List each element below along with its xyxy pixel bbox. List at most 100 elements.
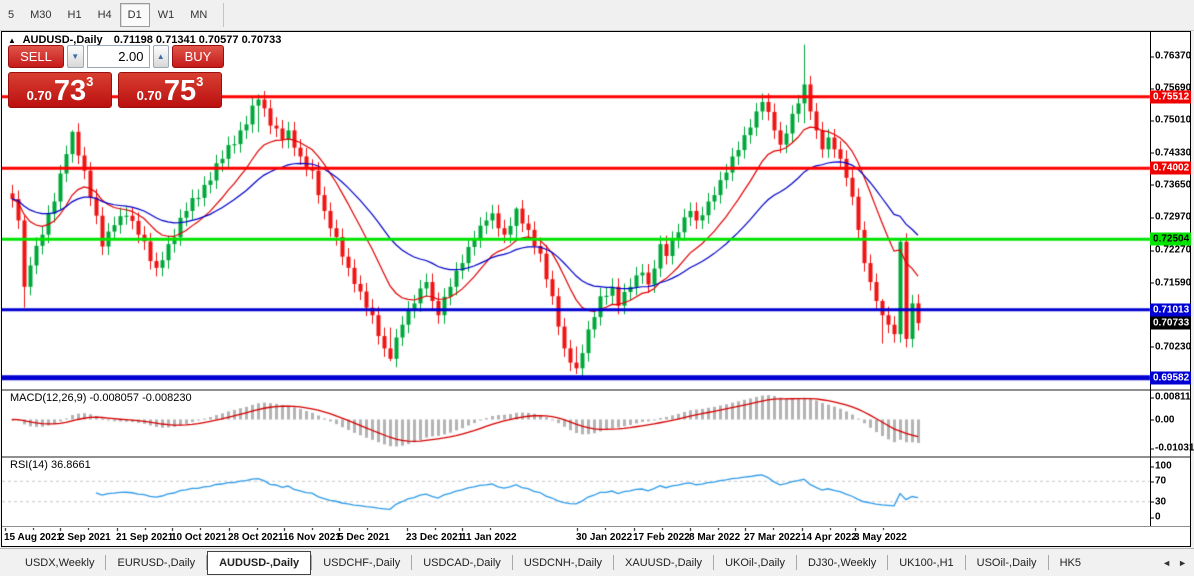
chart-title: ▲ AUDUSD-,Daily 0.71198 0.71341 0.70577 … — [8, 34, 281, 46]
price-tick-label: 0.72970 — [1149, 211, 1192, 223]
chart-tab-hk5[interactable]: HK5 — [1059, 556, 1081, 569]
chart-tab-dj30-weekly[interactable]: DJ30-,Weekly — [807, 556, 877, 569]
timeframe-button-h4[interactable]: H4 — [97, 9, 112, 21]
date-axis-label: 2 Sep 2021 — [59, 532, 111, 543]
date-axis-label: 11 Jan 2022 — [461, 532, 517, 543]
one-click-trading-toggle-icon[interactable]: ▲ — [8, 36, 16, 45]
chart-tab-eurusd-daily[interactable]: EURUSD-,Daily — [117, 556, 196, 569]
sell-price-tile[interactable]: 0.70 73 3 — [8, 72, 112, 108]
tab-separator — [613, 555, 615, 570]
tab-separator — [411, 555, 413, 570]
macd-axis-label: 0.00 — [1149, 414, 1175, 425]
chart-tab-usdcad-daily[interactable]: USDCAD-,Daily — [423, 556, 501, 569]
date-axis-label: 15 Aug 2021 — [4, 532, 62, 543]
trade-panel-controls: SELL ▼ ▲ BUY — [8, 45, 224, 68]
date-axis-label: 21 Sep 2021 — [116, 532, 174, 543]
date-axis-label: 28 Oct 2021 — [228, 532, 284, 543]
date-axis-label: 17 Feb 2022 — [633, 532, 690, 543]
rsi-label: RSI(14) 36.8661 — [10, 459, 91, 471]
price-chart-canvas[interactable] — [2, 32, 1190, 546]
date-axis-separator — [2, 526, 1190, 528]
one-click-trade-panel: SELL ▼ ▲ BUY 0.70 73 3 0.70 75 3 — [8, 45, 224, 108]
price-level-badge: 0.72504 — [1150, 232, 1191, 246]
chart-tabs-bar: USDX,Weekly EURUSD-,Daily AUDUSD-,Daily USD… — [0, 548, 1194, 576]
macd-axis-label: 0.00811 — [1150, 391, 1191, 403]
chart-tab-uk100-h1[interactable]: UK100-,H1 — [899, 556, 954, 569]
buy-price-tile[interactable]: 0.70 75 3 — [118, 72, 222, 108]
price-level-badge: 0.75512 — [1150, 90, 1191, 104]
tab-separator — [1047, 555, 1049, 570]
tab-scroll-left-icon[interactable]: ◄ — [1162, 558, 1172, 568]
buy-price-pipette: 3 — [196, 74, 204, 89]
trade-panel-prices: 0.70 73 3 0.70 75 3 — [8, 72, 224, 108]
sell-button[interactable]: SELL — [8, 45, 64, 68]
chart-ohlc-values: 0.71198 0.71341 0.70577 0.70733 — [113, 34, 282, 46]
chart-tab-xauusd-daily[interactable]: XAUUSD-,Daily — [625, 556, 703, 569]
date-axis-label: 30 Jan 2022 — [576, 532, 633, 543]
buy-button[interactable]: BUY — [172, 45, 224, 68]
chart-tab-ukoil-daily[interactable]: UKOil-,Daily — [725, 556, 785, 569]
timeframe-button-d1[interactable]: D1 — [119, 3, 150, 27]
sell-price-prefix: 0.70 — [26, 88, 52, 103]
date-axis-label: 8 Mar 2022 — [689, 532, 741, 543]
timeframe-button-5[interactable]: 5 — [8, 9, 15, 21]
timeframe-toolbar: 5 M30 H1 H4 D1 W1 MN — [0, 0, 1194, 31]
tab-separator — [511, 555, 513, 570]
tab-separator — [105, 555, 107, 570]
timeframe-button-h1[interactable]: H1 — [67, 9, 82, 21]
price-tick-label: 0.75010 — [1149, 114, 1192, 126]
price-level-badge: 0.70733 — [1150, 316, 1191, 330]
timeframe-button-m30[interactable]: M30 — [30, 9, 52, 21]
price-level-badge: 0.74002 — [1150, 161, 1191, 175]
tab-scroll-arrows: ◄ ► — [1159, 549, 1190, 576]
chart-symbol-label: AUDUSD-,Daily — [22, 34, 103, 46]
date-axis-label: 3 May 2022 — [854, 532, 907, 543]
tab-separator — [795, 555, 797, 570]
rsi-axis-label: 70 — [1149, 475, 1167, 487]
rsi-axis-label: 0 — [1150, 511, 1161, 523]
chart-tab-usdx-weekly[interactable]: USDX,Weekly — [25, 556, 95, 569]
price-tick-label: 0.75690 — [1149, 82, 1192, 94]
chart-tab-usdcnh-daily[interactable]: USDCNH-,Daily — [523, 556, 603, 569]
date-axis-label: 10 Oct 2021 — [171, 532, 227, 543]
volume-increase-button[interactable]: ▲ — [152, 45, 169, 68]
volume-input[interactable] — [86, 45, 150, 68]
macd-name: MACD(12,26,9) — [10, 392, 87, 404]
price-tick-label: 0.76370 — [1149, 50, 1192, 62]
buy-price-big-digits: 75 — [163, 75, 197, 107]
macd-label: MACD(12,26,9) -0.008057 -0.008230 — [10, 392, 192, 404]
tab-separator — [206, 555, 208, 570]
volume-decrease-button[interactable]: ▼ — [67, 45, 84, 68]
price-tick-label: 0.74330 — [1149, 147, 1192, 159]
timeframe-button-mn[interactable]: MN — [190, 9, 208, 21]
macd-values: -0.008057 -0.008230 — [89, 392, 192, 404]
tab-separator — [311, 555, 313, 570]
date-axis-label: 5 Dec 2021 — [338, 532, 390, 543]
rsi-axis-label: 30 — [1149, 496, 1167, 508]
timeframe-button-w1[interactable]: W1 — [157, 9, 175, 21]
rsi-name: RSI(14) — [10, 459, 48, 471]
toolbar-separator — [223, 3, 225, 27]
buy-price-prefix: 0.70 — [136, 88, 162, 103]
date-axis-label: 14 Apr 2022 — [801, 532, 857, 543]
price-level-badge: 0.71013 — [1150, 303, 1191, 317]
price-tick-label: 0.72270 — [1149, 244, 1192, 256]
date-axis-label: 27 Mar 2022 — [744, 532, 801, 543]
tab-separator — [887, 555, 889, 570]
rsi-value: 36.8661 — [50, 459, 91, 471]
price-axis-line — [1150, 32, 1151, 526]
chart-tab-usdchf-daily[interactable]: USDCHF-,Daily — [323, 556, 401, 569]
sell-price-pipette: 3 — [86, 74, 94, 89]
price-tick-label: 0.71590 — [1149, 277, 1192, 289]
chart-tab-audusd-daily[interactable]: AUDUSD-,Daily — [207, 550, 312, 575]
sell-price-big-digits: 73 — [53, 75, 87, 107]
chart-tab-usoil-daily[interactable]: USOil-,Daily — [976, 556, 1037, 569]
date-axis-label: 23 Dec 2021 — [406, 532, 464, 543]
macd-panel-separator[interactable] — [2, 389, 1190, 392]
chart-window: ▲ AUDUSD-,Daily 0.71198 0.71341 0.70577 … — [1, 31, 1194, 547]
price-tick-label: 0.70230 — [1149, 341, 1192, 353]
rsi-panel-separator[interactable] — [2, 456, 1190, 459]
tab-scroll-right-icon[interactable]: ► — [1178, 558, 1187, 568]
